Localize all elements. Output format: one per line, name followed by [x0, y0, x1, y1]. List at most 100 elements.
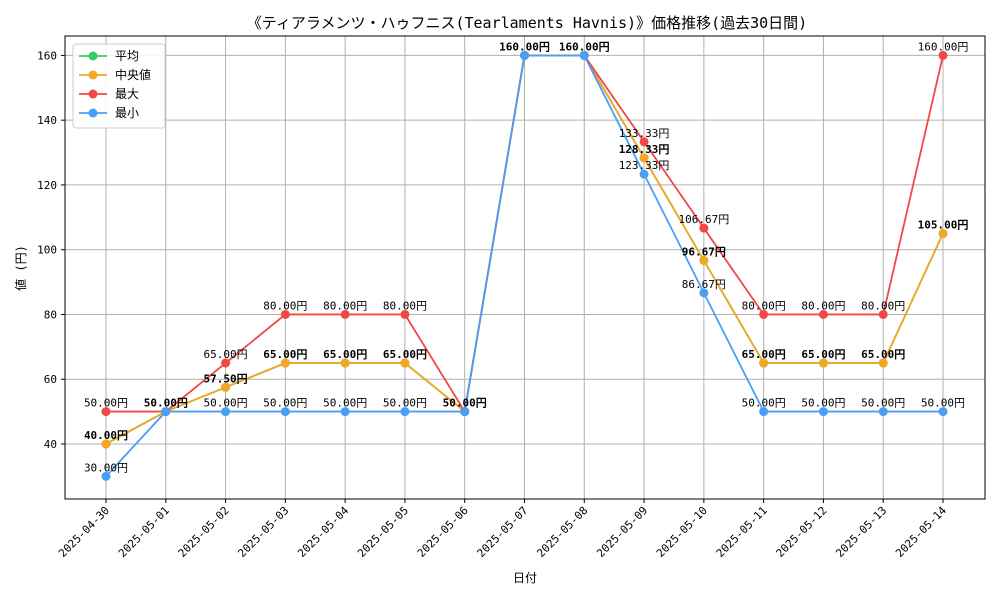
median-data-label: 96.67円	[682, 245, 726, 258]
x-tick-label: 2025-05-04	[295, 504, 351, 560]
data-point	[938, 407, 948, 417]
data-point	[520, 50, 529, 60]
data-point	[280, 358, 290, 368]
y-tick-label: 160	[37, 49, 57, 62]
min-data-label: 50.00円	[204, 397, 248, 410]
x-tick-label: 2025-05-12	[774, 504, 830, 560]
median-data-label: 50.00円	[443, 397, 487, 410]
data-point	[818, 358, 828, 368]
data-point	[818, 407, 828, 417]
data-point	[221, 407, 231, 417]
x-tick-label: 2025-05-01	[116, 504, 172, 560]
median-data-label: 65.00円	[263, 348, 307, 361]
median-data-label: 65.00円	[383, 348, 427, 361]
min-data-label: 86.67円	[682, 278, 726, 291]
x-tick-label: 2025-05-06	[415, 504, 471, 560]
data-point	[221, 358, 231, 368]
max-data-label: 80.00円	[383, 299, 427, 312]
y-tick-label: 80	[44, 308, 57, 321]
min-data-label: 50.00円	[801, 397, 845, 410]
legend-swatch-marker	[88, 51, 98, 61]
data-point	[639, 137, 649, 147]
x-tick-label: 2025-05-14	[893, 504, 949, 560]
y-tick-label: 40	[44, 438, 57, 451]
data-point	[221, 382, 231, 392]
data-point	[938, 50, 948, 60]
x-tick-label: 2025-04-30	[56, 504, 112, 560]
data-point	[400, 309, 410, 319]
series-lines	[101, 50, 948, 481]
data-point	[699, 288, 709, 298]
data-point	[579, 50, 589, 60]
min-data-label: 50.00円	[263, 397, 307, 410]
legend-entry-label: 平均	[115, 49, 139, 63]
legend-swatch-marker	[88, 70, 98, 80]
max-data-label: 50.00円	[84, 397, 128, 410]
max-data-label: 106.67円	[678, 213, 729, 226]
median-data-label: 40.00円	[84, 429, 128, 442]
data-point	[699, 223, 709, 233]
max-data-label: 65.00円	[204, 348, 248, 361]
x-tick-label: 2025-05-03	[235, 504, 291, 560]
data-point	[759, 309, 769, 319]
y-tick-label: 60	[44, 373, 57, 386]
data-point	[878, 407, 888, 417]
median-data-label: 128.33円	[619, 143, 670, 156]
max-data-label: 80.00円	[801, 299, 845, 312]
x-tick-label: 2025-05-07	[475, 504, 531, 560]
min-data-label: 50.00円	[921, 397, 965, 410]
min-data-label: 50.00円	[742, 397, 786, 410]
data-point	[639, 153, 649, 163]
data-point	[460, 407, 470, 417]
max-data-label: 80.00円	[323, 299, 367, 312]
y-axis-label: 値 (円)	[13, 245, 28, 291]
legend-entry-label: 最大	[115, 87, 139, 101]
chart-title: 《ティアラメンツ・ハゥフニス(Tearlaments Havnis)》価格推移(…	[247, 14, 807, 32]
median-data-label: 105.00円	[918, 219, 969, 232]
x-tick-label: 2025-05-05	[355, 504, 411, 560]
median-data-label: 57.50円	[204, 372, 248, 385]
data-point	[400, 407, 410, 417]
x-tick-label: 2025-05-02	[176, 504, 232, 560]
median-data-label: 65.00円	[861, 348, 905, 361]
max-data-label: 80.00円	[742, 299, 786, 312]
y-tick-label: 120	[37, 179, 57, 192]
max-data-label: 160.00円	[918, 40, 969, 53]
median-data-label: 65.00円	[742, 348, 786, 361]
data-point	[340, 358, 350, 368]
data-point	[101, 407, 111, 417]
data-point	[639, 169, 649, 179]
median-data-label: 50.00円	[144, 397, 188, 410]
min-data-label: 123.33円	[619, 159, 670, 172]
y-tick-label: 100	[37, 244, 57, 257]
data-point	[699, 255, 709, 265]
x-tick-label: 2025-05-08	[534, 504, 590, 560]
legend-box	[72, 43, 166, 129]
x-tick-label: 2025-05-11	[714, 504, 770, 560]
data-point	[161, 407, 171, 417]
legend-swatch-marker	[88, 108, 98, 118]
max-data-label: 80.00円	[263, 299, 307, 312]
data-point	[280, 309, 290, 319]
data-point	[400, 358, 410, 368]
y-tick-label: 140	[37, 114, 57, 127]
x-tick-label: 2025-05-13	[833, 504, 889, 560]
data-point	[818, 309, 828, 319]
data-point	[938, 229, 948, 239]
data-point	[280, 407, 290, 417]
median-data-label: 160.00円	[499, 40, 550, 53]
data-point	[759, 358, 769, 368]
legend-swatch-marker	[88, 89, 98, 99]
min-data-label: 50.00円	[323, 397, 367, 410]
data-point	[759, 407, 769, 417]
data-point	[340, 407, 350, 417]
legend-entry-label: 中央値	[115, 67, 151, 82]
legend-entry-label: 最小	[115, 106, 139, 120]
data-point	[340, 309, 350, 319]
data-point	[101, 439, 111, 449]
x-tick-label: 2025-05-09	[594, 504, 650, 560]
min-data-label: 50.00円	[861, 397, 905, 410]
grid	[65, 36, 985, 499]
